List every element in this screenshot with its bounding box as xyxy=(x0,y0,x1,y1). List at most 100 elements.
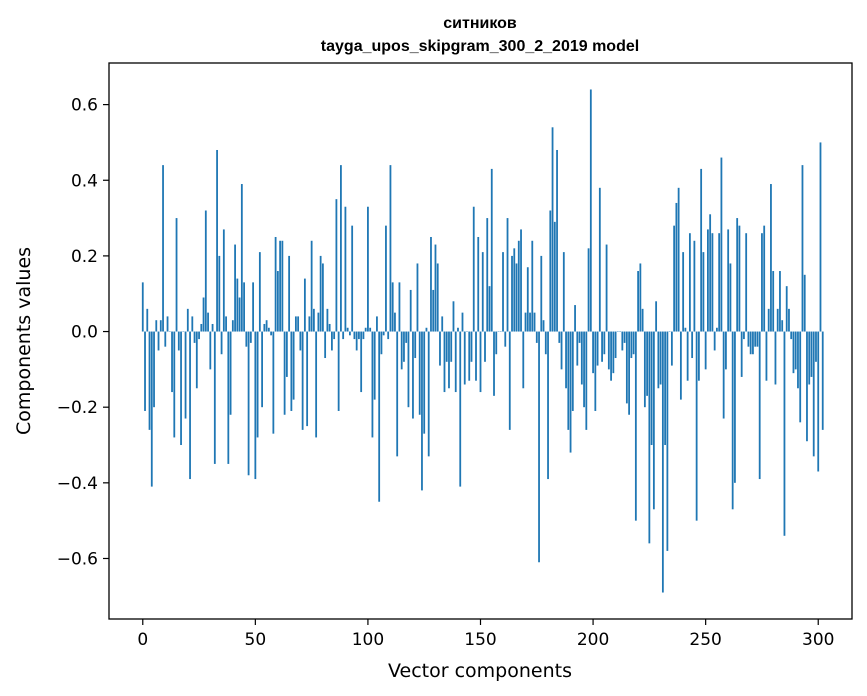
bar-147 xyxy=(472,206,475,332)
bar-62 xyxy=(281,240,284,332)
bar-155 xyxy=(490,168,493,332)
bar-119 xyxy=(409,289,412,332)
bar-108 xyxy=(385,225,387,332)
bar-156 xyxy=(493,331,495,396)
bar-143 xyxy=(463,331,466,385)
bar-135 xyxy=(445,331,448,362)
bar-21 xyxy=(189,331,191,480)
bar-111 xyxy=(391,282,394,332)
bar-176 xyxy=(538,331,540,563)
bar-133 xyxy=(441,316,444,332)
bar-122 xyxy=(416,263,419,332)
bar-178 xyxy=(542,320,545,332)
bar-116 xyxy=(403,331,405,362)
bar-26 xyxy=(200,323,203,332)
bar-27 xyxy=(202,297,205,332)
bar-190 xyxy=(569,331,572,453)
bar-107 xyxy=(382,331,385,336)
bar-34 xyxy=(218,255,221,332)
bar-214 xyxy=(623,331,626,343)
bar-71 xyxy=(301,331,304,430)
bar-13 xyxy=(171,331,173,393)
bar-241 xyxy=(684,327,687,332)
bar-25 xyxy=(198,331,200,340)
bar-148 xyxy=(475,331,477,381)
bar-204 xyxy=(601,331,603,362)
bar-224 xyxy=(646,331,649,396)
x-tick-label: 200 xyxy=(577,630,609,650)
bar-128 xyxy=(430,236,432,332)
bar-166 xyxy=(515,263,518,332)
bar-185 xyxy=(558,331,561,343)
bar-101 xyxy=(369,327,372,332)
bar-180 xyxy=(547,331,549,480)
bar-249 xyxy=(702,252,705,332)
bar-230 xyxy=(659,331,662,385)
bar-1 xyxy=(144,331,146,411)
bar-117 xyxy=(405,331,408,343)
bar-163 xyxy=(508,331,511,430)
bar-64 xyxy=(285,331,288,377)
bar-45 xyxy=(243,282,245,332)
bar-226 xyxy=(650,331,653,446)
bar-215 xyxy=(625,331,628,404)
bar-99 xyxy=(364,327,367,332)
bar-205 xyxy=(603,331,606,355)
bar-170 xyxy=(524,312,527,332)
bar-28 xyxy=(204,210,207,332)
bar-236 xyxy=(673,225,676,332)
bar-82 xyxy=(326,308,329,332)
bar-196 xyxy=(583,331,585,408)
bar-73 xyxy=(306,331,309,427)
bar-293 xyxy=(801,165,804,332)
bar-286 xyxy=(785,286,788,332)
bar-171 xyxy=(526,267,529,332)
bar-265 xyxy=(738,225,741,332)
y-tick-label: −0.6 xyxy=(57,549,98,569)
y-tick-label: 0.2 xyxy=(71,247,98,267)
bar-14 xyxy=(173,331,176,438)
bar-299 xyxy=(815,331,817,362)
bar-77 xyxy=(315,331,318,438)
bar-127 xyxy=(427,331,430,457)
x-tick-label: 50 xyxy=(245,630,267,650)
bar-282 xyxy=(776,308,779,332)
bar-112 xyxy=(394,312,396,332)
y-tick-label: 0.6 xyxy=(71,96,98,116)
y-tick-label: −0.4 xyxy=(57,474,98,494)
bar-115 xyxy=(400,331,403,370)
bar-268 xyxy=(745,233,748,332)
bar-260 xyxy=(727,229,730,332)
bar-160 xyxy=(502,252,504,332)
bar-153 xyxy=(486,218,489,332)
bar-118 xyxy=(407,331,410,408)
bar-271 xyxy=(752,331,754,355)
bar-97 xyxy=(360,331,363,393)
bar-267 xyxy=(743,331,745,340)
bar-232 xyxy=(664,331,667,446)
bar-208 xyxy=(610,331,612,381)
bar-59 xyxy=(274,236,277,332)
bar-259 xyxy=(725,331,727,370)
bar-175 xyxy=(535,331,538,343)
bar-242 xyxy=(686,331,689,381)
bar-78 xyxy=(317,312,320,332)
bar-288 xyxy=(790,331,793,340)
bar-154 xyxy=(488,286,491,332)
bar-210 xyxy=(614,331,617,359)
bar-202 xyxy=(596,331,599,366)
bar-72 xyxy=(303,278,306,332)
bar-258 xyxy=(722,331,725,419)
bar-131 xyxy=(436,263,439,332)
bar-137 xyxy=(450,331,453,362)
bar-70 xyxy=(299,331,302,351)
bar-55 xyxy=(265,320,268,332)
bar-298 xyxy=(812,331,815,457)
bars-group xyxy=(141,89,824,593)
bar-150 xyxy=(479,331,482,393)
bar-289 xyxy=(792,331,795,374)
bar-301 xyxy=(819,142,822,332)
bar-270 xyxy=(749,331,752,355)
bar-276 xyxy=(763,225,766,332)
